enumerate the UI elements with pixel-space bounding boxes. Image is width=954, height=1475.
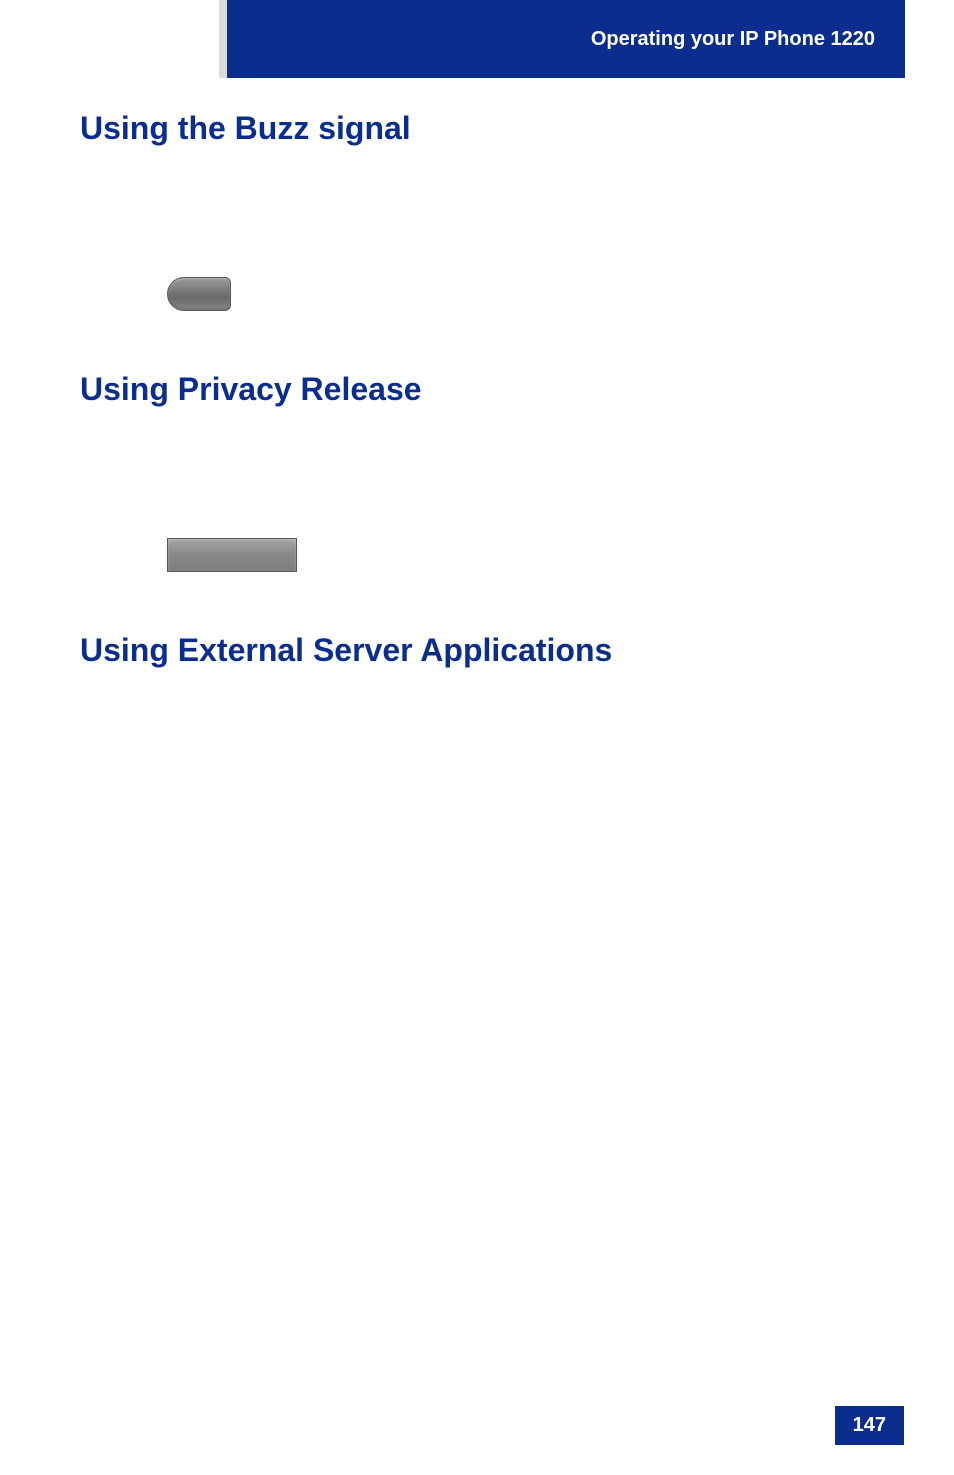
page-header-bar: Operating your IP Phone 1220 bbox=[227, 0, 905, 78]
section-buzz: Using the Buzz signal bbox=[80, 110, 894, 311]
heading-external: Using External Server Applications bbox=[80, 632, 894, 669]
header-left-stripe bbox=[219, 0, 227, 78]
softkey-icon bbox=[167, 538, 297, 572]
section-privacy: Using Privacy Release bbox=[80, 371, 894, 572]
page-number: 147 bbox=[835, 1406, 904, 1445]
page-content: Using the Buzz signal Using Privacy Rele… bbox=[80, 110, 894, 729]
page-header-title: Operating your IP Phone 1220 bbox=[591, 28, 875, 51]
heading-privacy: Using Privacy Release bbox=[80, 371, 894, 408]
feature-key-icon bbox=[167, 277, 231, 311]
procedure-row-privacy bbox=[80, 538, 894, 572]
heading-buzz: Using the Buzz signal bbox=[80, 110, 894, 147]
section-external: Using External Server Applications bbox=[80, 632, 894, 669]
procedure-row-buzz bbox=[80, 277, 894, 311]
